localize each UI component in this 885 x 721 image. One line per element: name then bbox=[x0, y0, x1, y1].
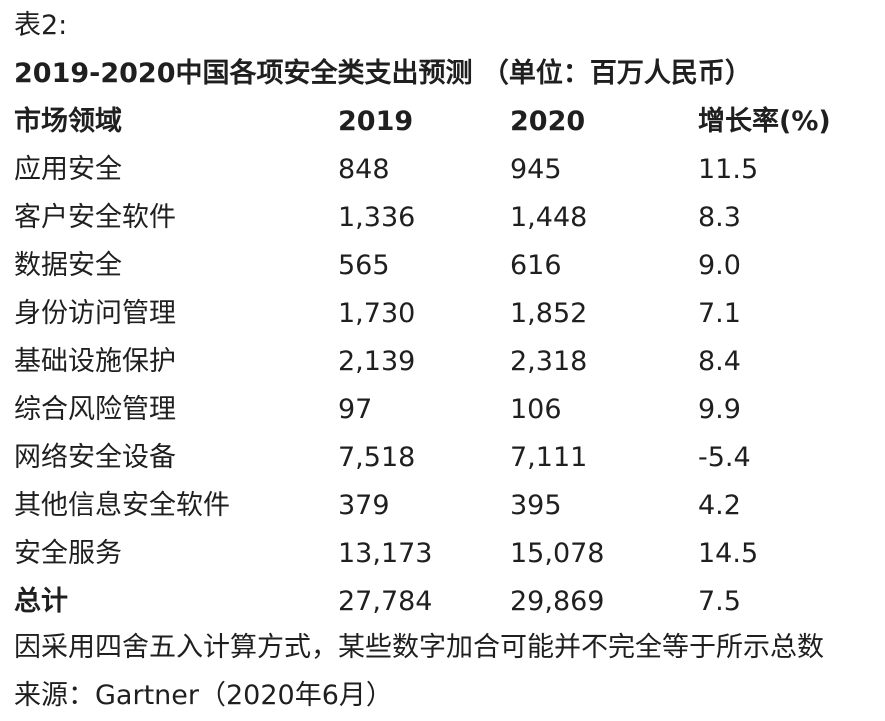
total-growth: 7.5 bbox=[698, 586, 741, 617]
cell-market: 基础设施保护 bbox=[14, 346, 176, 377]
cell-market: 其他信息安全软件 bbox=[14, 490, 230, 521]
cell-2019: 1,336 bbox=[338, 202, 416, 233]
cell-growth: 4.2 bbox=[698, 490, 741, 521]
table-row: 数据安全 565 616 9.0 bbox=[14, 242, 878, 290]
cell-2020: 1,852 bbox=[510, 298, 588, 329]
cell-2019: 13,173 bbox=[338, 538, 433, 569]
total-row: 总计 27,784 29,869 7.5 bbox=[14, 578, 878, 626]
table-row: 安全服务 13,173 15,078 14.5 bbox=[14, 530, 878, 578]
cell-2020: 616 bbox=[510, 250, 562, 281]
table-row: 综合风险管理 97 106 9.9 bbox=[14, 386, 878, 434]
cell-2020: 7,111 bbox=[510, 442, 588, 473]
cell-2020: 106 bbox=[510, 394, 562, 425]
cell-growth: 11.5 bbox=[698, 154, 759, 185]
cell-2020: 2,318 bbox=[510, 346, 588, 377]
cell-2019: 1,730 bbox=[338, 298, 416, 329]
cell-growth: 14.5 bbox=[698, 538, 759, 569]
rounding-note: 因采用四舍五入计算方式，某些数字加合可能并不完全等于所示总数 bbox=[14, 632, 824, 663]
header-2020: 2020 bbox=[510, 106, 586, 137]
cell-2019: 565 bbox=[338, 250, 390, 281]
cell-2019: 7,518 bbox=[338, 442, 416, 473]
cell-growth: 9.0 bbox=[698, 250, 741, 281]
cell-2020: 1,448 bbox=[510, 202, 588, 233]
table-row: 应用安全 848 945 11.5 bbox=[14, 146, 878, 194]
cell-market: 安全服务 bbox=[14, 538, 122, 569]
cell-growth: 8.4 bbox=[698, 346, 741, 377]
cell-2020: 395 bbox=[510, 490, 562, 521]
header-row: 市场领域 2019 2020 增长率(%) bbox=[14, 98, 878, 146]
cell-2020: 15,078 bbox=[510, 538, 605, 569]
table-row: 身份访问管理 1,730 1,852 7.1 bbox=[14, 290, 878, 338]
total-2019: 27,784 bbox=[338, 586, 433, 617]
cell-2020: 945 bbox=[510, 154, 562, 185]
cell-2019: 2,139 bbox=[338, 346, 416, 377]
cell-2019: 379 bbox=[338, 490, 390, 521]
total-2020: 29,869 bbox=[510, 586, 605, 617]
header-growth: 增长率(%) bbox=[698, 106, 831, 137]
table-row: 网络安全设备 7,518 7,111 -5.4 bbox=[14, 434, 878, 482]
header-2019: 2019 bbox=[338, 106, 414, 137]
cell-market: 综合风险管理 bbox=[14, 394, 176, 425]
cell-growth: -5.4 bbox=[698, 442, 751, 473]
cell-growth: 9.9 bbox=[698, 394, 741, 425]
cell-market: 数据安全 bbox=[14, 250, 122, 281]
table-row: 其他信息安全软件 379 395 4.2 bbox=[14, 482, 878, 530]
source-line: 来源：Gartner（2020年6月） bbox=[14, 680, 393, 711]
total-label: 总计 bbox=[14, 586, 68, 617]
cell-market: 身份访问管理 bbox=[14, 298, 176, 329]
cell-2019: 97 bbox=[338, 394, 373, 425]
header-market: 市场领域 bbox=[14, 106, 122, 137]
cell-growth: 8.3 bbox=[698, 202, 741, 233]
table-row: 基础设施保护 2,139 2,318 8.4 bbox=[14, 338, 878, 386]
cell-market: 网络安全设备 bbox=[14, 442, 176, 473]
cell-growth: 7.1 bbox=[698, 298, 741, 329]
table-title: 2019-2020中国各项安全类支出预测 （单位：百万人民币） bbox=[14, 58, 752, 89]
table-row: 客户安全软件 1,336 1,448 8.3 bbox=[14, 194, 878, 242]
cell-2019: 848 bbox=[338, 154, 390, 185]
cell-market: 客户安全软件 bbox=[14, 202, 176, 233]
spending-table: 市场领域 2019 2020 增长率(%) 应用安全 848 945 11.5 … bbox=[14, 98, 878, 626]
cell-market: 应用安全 bbox=[14, 154, 122, 185]
table-label: 表2: bbox=[14, 10, 68, 41]
